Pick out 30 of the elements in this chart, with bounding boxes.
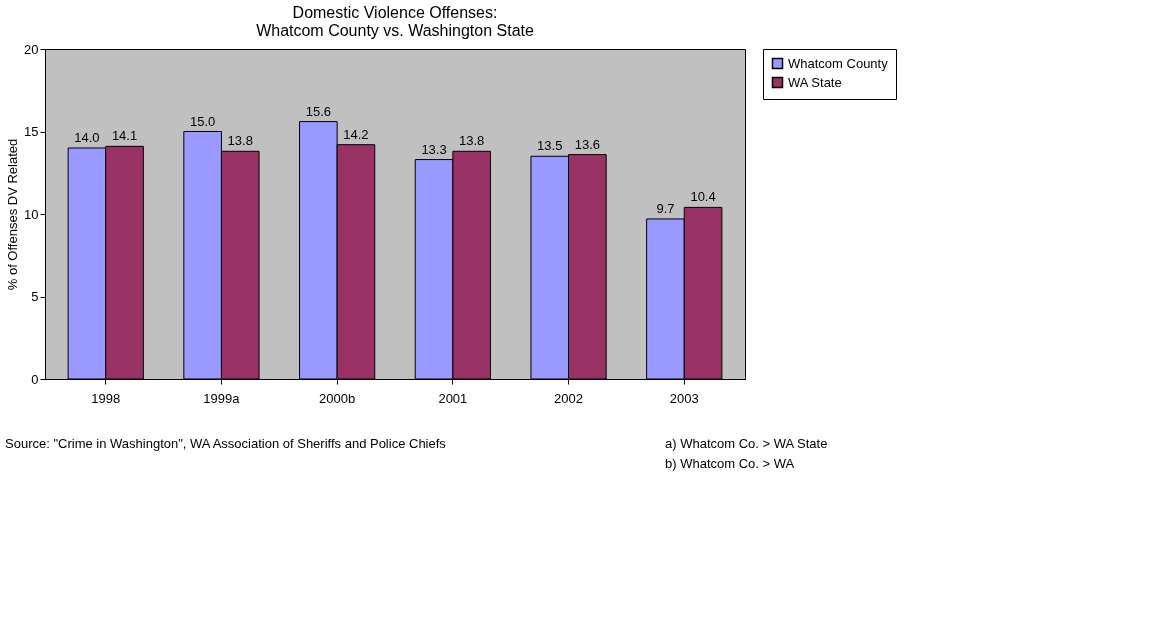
y-tick-label: 10 [24, 206, 39, 222]
x-tick-label: 1998 [91, 390, 121, 406]
data-label: 15.0 [189, 113, 216, 129]
legend-label: WA State [788, 74, 842, 90]
chart-title: Domestic Violence Offenses: Whatcom County vs. Washington State [256, 4, 534, 39]
data-label: 13.5 [537, 138, 563, 154]
data-label: 14.1 [111, 128, 138, 144]
data-label: 9.7 [656, 200, 675, 216]
data-label: 13.3 [421, 141, 447, 157]
data-label: 15.6 [305, 103, 331, 119]
data-label: 13.6 [574, 136, 601, 152]
source-note: Source: "Crime in Washington", WA Association of Sheriffs and Police Chiefs [5, 436, 447, 451]
data-label: 13.8 [227, 133, 253, 149]
x-tick-label: 2002 [554, 390, 584, 406]
x-tick-label: 2003 [669, 390, 699, 406]
y-tick-label: 5 [31, 289, 39, 304]
legend-label: Whatcom County [788, 55, 889, 71]
y-tick-label: 20 [24, 41, 39, 57]
y-axis-title: % of Offenses DV Related [5, 138, 21, 291]
text: b) Whatcom Co. > WA [665, 456, 795, 471]
x-tick-label: 2001 [438, 390, 468, 406]
data-label: 13.8 [459, 133, 485, 149]
y-tick-label: 15 [24, 124, 39, 139]
data-label: 14.0 [74, 130, 100, 145]
x-tick-label: 1999a [203, 390, 241, 406]
y-tick-label: 0 [31, 371, 39, 387]
x-tick-label: 2000b [319, 390, 356, 406]
data-label: 14.2 [343, 126, 369, 142]
text: a) Whatcom Co. > WA State [665, 436, 828, 451]
data-label: 10.4 [690, 189, 716, 205]
